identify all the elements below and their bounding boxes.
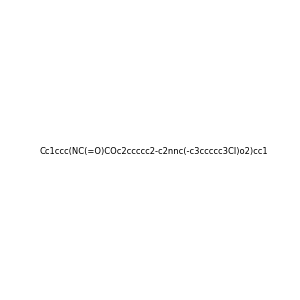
Text: Cc1ccc(NC(=O)COc2ccccc2-c2nnc(-c3ccccc3Cl)o2)cc1: Cc1ccc(NC(=O)COc2ccccc2-c2nnc(-c3ccccc3C… [39,147,268,156]
